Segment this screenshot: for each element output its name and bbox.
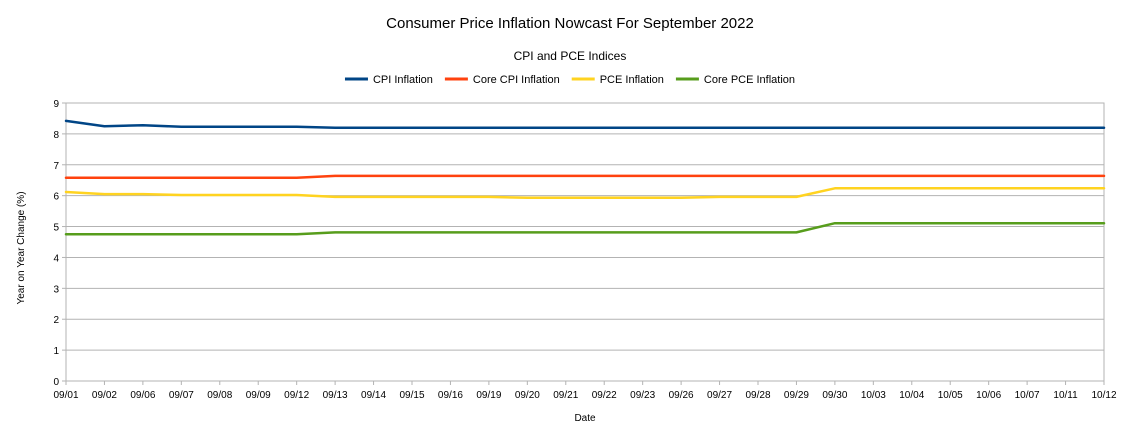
x-tick-label: 10/07 xyxy=(1015,390,1040,401)
x-tick-label: 10/06 xyxy=(976,390,1001,401)
x-tick-label: 09/06 xyxy=(130,390,155,401)
y-tick-label: 7 xyxy=(53,161,59,172)
series-line-core-pce-inflation xyxy=(64,221,1106,236)
x-tick-label: 09/09 xyxy=(246,390,271,401)
x-tick-label: 09/08 xyxy=(207,390,232,401)
series-line-cpi-inflation xyxy=(64,119,1106,129)
y-tick-label: 6 xyxy=(53,192,59,203)
x-tick-label: 09/28 xyxy=(745,390,770,401)
y-axis-label: Year on Year Change (%) xyxy=(16,191,27,304)
x-tick-label: 09/23 xyxy=(630,390,655,401)
y-tick-label: 0 xyxy=(53,377,59,388)
legend-label: PCE Inflation xyxy=(600,74,664,86)
x-axis-label: Date xyxy=(574,413,596,424)
legend-item: Core CPI Inflation xyxy=(444,74,560,86)
x-tick-label: 10/12 xyxy=(1091,390,1116,401)
x-tick-label: 09/19 xyxy=(476,390,501,401)
legend-item: PCE Inflation xyxy=(571,74,664,86)
x-tick-label: 10/11 xyxy=(1053,390,1078,401)
y-tick-label: 1 xyxy=(53,346,59,357)
legend-label: Core PCE Inflation xyxy=(704,74,795,86)
plot-area: 0 1 2 3 4 5 6 7 8 9 09/01 09/02 09/06 09/07 09/08 09/09… xyxy=(53,99,1117,401)
y-tick-label: 5 xyxy=(53,223,59,234)
series-line-core-cpi-inflation xyxy=(64,174,1106,180)
y-tick-label: 9 xyxy=(53,99,59,110)
x-tick-label: 09/27 xyxy=(707,390,732,401)
chart-subtitle: CPI and PCE Indices xyxy=(514,49,627,63)
chart-title: Consumer Price Inflation Nowcast For Sep… xyxy=(386,15,754,32)
x-tick-label: 09/02 xyxy=(92,390,117,401)
y-tick-label: 2 xyxy=(53,315,59,326)
x-tick-label: 09/07 xyxy=(169,390,194,401)
x-tick-label: 09/01 xyxy=(53,390,78,401)
legend-label: CPI Inflation xyxy=(373,74,433,86)
x-tick-label: 09/14 xyxy=(361,390,386,401)
x-tick-label: 09/13 xyxy=(323,390,348,401)
x-tick-label: 09/29 xyxy=(784,390,809,401)
x-tick-label: 09/22 xyxy=(592,390,617,401)
y-tick-label: 3 xyxy=(53,284,59,295)
x-tick-label: 09/12 xyxy=(284,390,309,401)
legend-item: Core PCE Inflation xyxy=(675,74,795,86)
y-tick-label: 4 xyxy=(53,253,59,264)
x-tick-label: 10/03 xyxy=(861,390,886,401)
x-tick-label: 09/21 xyxy=(553,390,578,401)
x-tick-label: 09/26 xyxy=(669,390,694,401)
legend-label: Core CPI Inflation xyxy=(473,74,560,86)
x-tick-label: 09/16 xyxy=(438,390,463,401)
x-tick-label: 09/15 xyxy=(399,390,424,401)
series-line-pce-inflation xyxy=(64,187,1106,200)
plot-border xyxy=(65,102,1105,382)
x-tick-label: 09/30 xyxy=(822,390,847,401)
legend-item: CPI Inflation xyxy=(344,74,433,86)
x-tick-label: 10/04 xyxy=(899,390,924,401)
x-tick-label: 09/20 xyxy=(515,390,540,401)
y-tick-label: 8 xyxy=(53,130,59,141)
legend: CPI Inflation Core CPI Inflation PCE Infla… xyxy=(344,74,795,86)
x-tick-label: 10/05 xyxy=(938,390,963,401)
